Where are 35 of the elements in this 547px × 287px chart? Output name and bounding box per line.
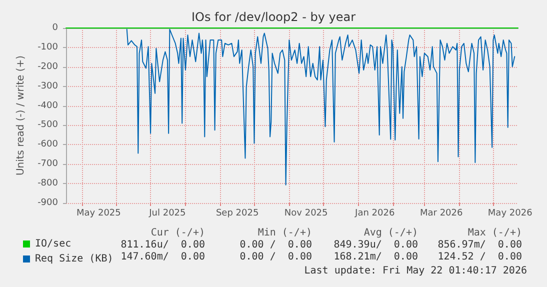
x-tick-label: May 2025 — [76, 208, 121, 218]
y-tick-label: -500 — [38, 120, 58, 130]
y-tick-label: -900 — [38, 198, 58, 208]
y-tick-label: -100 — [38, 42, 58, 52]
y-tick-label: -300 — [38, 81, 58, 92]
text: 849.39u/ 0.00 — [334, 240, 418, 250]
y-tick-label: -700 — [38, 159, 58, 170]
y-tick-label: -800 — [38, 178, 58, 189]
y-tick-label: 0 — [52, 23, 58, 33]
text: 168.21m/ 0.00 — [334, 252, 418, 262]
x-tick-label: Jan 2026 — [354, 208, 395, 218]
x-tick-label: Nov 2025 — [284, 208, 328, 218]
x-tick-label: Mar 2026 — [420, 208, 463, 218]
x-tick-label: Jul 2025 — [148, 208, 186, 218]
text: 856.97m/ 0.00 — [438, 240, 522, 250]
x-tick-label: May 2026 — [488, 208, 533, 218]
text: 0.00 / 0.00 — [240, 240, 312, 250]
text: Min (-/+) — [258, 228, 312, 238]
line-series — [126, 28, 516, 186]
text: 147.60m/ 0.00 — [120, 252, 205, 262]
text: 0.00 / 0.00 — [240, 252, 312, 262]
text: 811.16u/ 0.00 — [120, 240, 205, 250]
text: Avg (-/+) — [364, 228, 418, 238]
text: Last update: Fri May 22 01:40:17 2026 — [304, 266, 527, 276]
text: Max (-/+) — [468, 228, 522, 238]
legend-label: Req Size (KB) — [35, 254, 114, 264]
y-tick-label: -400 — [38, 100, 58, 111]
y-tick-label: -600 — [38, 140, 58, 150]
y-axis-title: Units read (-) / write (+) — [16, 55, 26, 176]
chart-title: IOs for /dev/loop2 - by year — [191, 10, 356, 24]
legend-label: IO/sec — [35, 238, 72, 250]
y-tick-label: -200 — [38, 62, 58, 72]
x-tick-label: Sep 2025 — [216, 208, 259, 218]
text: Cur (-/+) — [150, 228, 205, 238]
text: 124.52 / 0.00 — [438, 252, 522, 262]
